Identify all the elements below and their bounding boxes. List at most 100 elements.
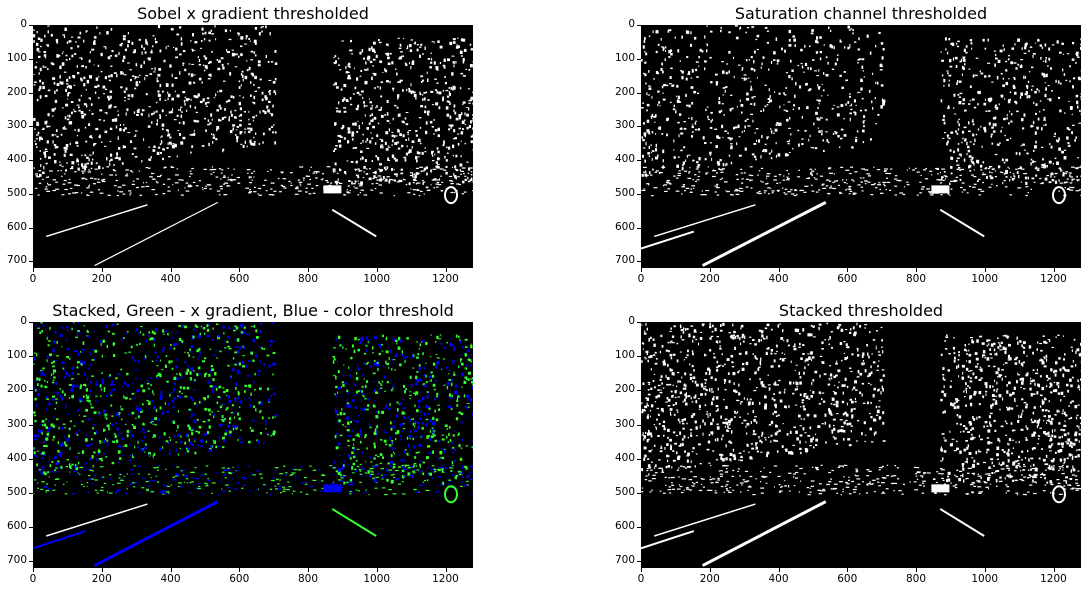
y-tick-mark <box>29 92 33 94</box>
x-tick-mark <box>709 568 711 572</box>
y-tick-mark <box>29 25 33 26</box>
y-tick-mark <box>637 92 641 94</box>
x-tick-mark <box>916 268 917 272</box>
y-tick-mark <box>29 356 33 358</box>
y-tick-label: 500 <box>614 186 635 199</box>
image-sobel-x <box>33 25 473 268</box>
y-tick-mark <box>637 58 641 60</box>
y-tick-mark <box>29 527 33 528</box>
y-tick-label: 100 <box>6 349 27 362</box>
y-tick-label: 0 <box>628 315 635 327</box>
y-tick-mark <box>637 126 641 128</box>
y-tick-label: 200 <box>6 383 27 396</box>
x-tick-mark <box>376 268 378 272</box>
y-tick-mark <box>637 424 641 426</box>
x-tick-label: 1200 <box>432 273 459 285</box>
y-tick-mark <box>637 492 641 494</box>
y-tick-mark <box>29 390 33 392</box>
x-tick-label: 0 <box>637 573 645 585</box>
x-tick-label: 1000 <box>971 573 999 585</box>
x-tick-label: 200 <box>699 573 720 585</box>
y-tick-label: 700 <box>614 554 635 567</box>
y-tick-mark <box>29 458 33 460</box>
x-tick-mark <box>239 268 241 272</box>
y-tick-label: 400 <box>614 153 635 165</box>
y-tick-label: 0 <box>20 315 27 327</box>
y-tick-label: 100 <box>614 349 635 362</box>
x-tick-label: 400 <box>768 573 789 585</box>
x-tick-label: 0 <box>29 273 37 285</box>
y-tick-mark <box>29 160 33 161</box>
y-tick-mark <box>637 261 641 263</box>
y-tick-label: 300 <box>614 119 635 132</box>
panel-title: Saturation channel thresholded <box>734 4 988 23</box>
y-tick-label: 300 <box>614 417 635 430</box>
x-tick-mark <box>170 268 172 272</box>
y-tick-label: 200 <box>614 383 635 396</box>
y-tick-mark <box>29 126 33 128</box>
x-tick-label: 800 <box>297 273 319 285</box>
x-tick-label: 200 <box>91 573 112 585</box>
y-tick-mark <box>29 58 33 60</box>
y-tick-label: 600 <box>6 520 27 532</box>
panel-title: Sobel x gradient thresholded <box>137 4 369 23</box>
x-tick-mark <box>308 268 309 272</box>
y-tick-mark <box>29 261 33 263</box>
x-tick-mark <box>984 568 986 572</box>
x-tick-label: 600 <box>837 573 858 585</box>
x-tick-mark <box>101 268 103 272</box>
x-tick-label: 1000 <box>363 573 391 585</box>
x-tick-mark <box>641 268 642 272</box>
y-tick-mark <box>29 492 33 494</box>
x-tick-label: 600 <box>229 573 250 585</box>
y-tick-label: 500 <box>6 485 27 498</box>
y-tick-mark <box>637 322 641 323</box>
x-tick-label: 200 <box>699 273 720 285</box>
x-tick-mark <box>33 568 34 572</box>
panel-title: Stacked thresholded <box>778 301 944 320</box>
x-tick-label: 600 <box>837 273 858 285</box>
y-tick-label: 600 <box>614 220 635 233</box>
x-tick-mark <box>1053 268 1055 272</box>
y-tick-mark <box>637 561 641 563</box>
image-stacked-color <box>33 322 473 568</box>
y-tick-label: 200 <box>614 85 635 98</box>
x-tick-mark <box>33 268 34 272</box>
x-tick-mark <box>170 568 172 572</box>
x-tick-label: 600 <box>229 273 250 285</box>
y-tick-label: 400 <box>614 451 635 464</box>
y-tick-label: 100 <box>6 51 27 64</box>
image-saturation <box>641 25 1081 268</box>
y-tick-label: 600 <box>6 220 27 233</box>
y-tick-label: 300 <box>6 417 27 430</box>
x-tick-label: 800 <box>905 273 927 285</box>
y-tick-mark <box>637 458 641 460</box>
x-tick-label: 400 <box>768 273 789 285</box>
x-tick-label: 0 <box>637 273 645 285</box>
y-tick-mark <box>637 160 641 161</box>
y-tick-mark <box>637 356 641 358</box>
y-tick-label: 500 <box>6 186 27 199</box>
x-tick-label: 0 <box>29 573 37 585</box>
y-tick-mark <box>29 561 33 563</box>
y-tick-mark <box>29 424 33 426</box>
y-tick-label: 400 <box>6 153 27 165</box>
x-tick-label: 1000 <box>363 273 391 285</box>
y-tick-mark <box>637 527 641 528</box>
y-tick-label: 400 <box>6 451 27 464</box>
x-tick-mark <box>239 568 241 572</box>
y-tick-label: 600 <box>614 520 635 532</box>
x-tick-mark <box>1053 568 1055 572</box>
x-tick-mark <box>778 268 780 272</box>
y-tick-mark <box>637 390 641 392</box>
y-tick-label: 700 <box>614 254 635 267</box>
y-tick-mark <box>637 193 641 195</box>
x-tick-label: 1200 <box>1040 573 1067 585</box>
x-tick-mark <box>376 568 378 572</box>
y-tick-label: 700 <box>6 554 27 567</box>
x-tick-label: 1200 <box>1040 273 1067 285</box>
x-tick-label: 800 <box>905 573 927 585</box>
x-tick-label: 400 <box>160 273 181 285</box>
y-tick-label: 200 <box>6 85 27 98</box>
y-tick-mark <box>29 193 33 195</box>
